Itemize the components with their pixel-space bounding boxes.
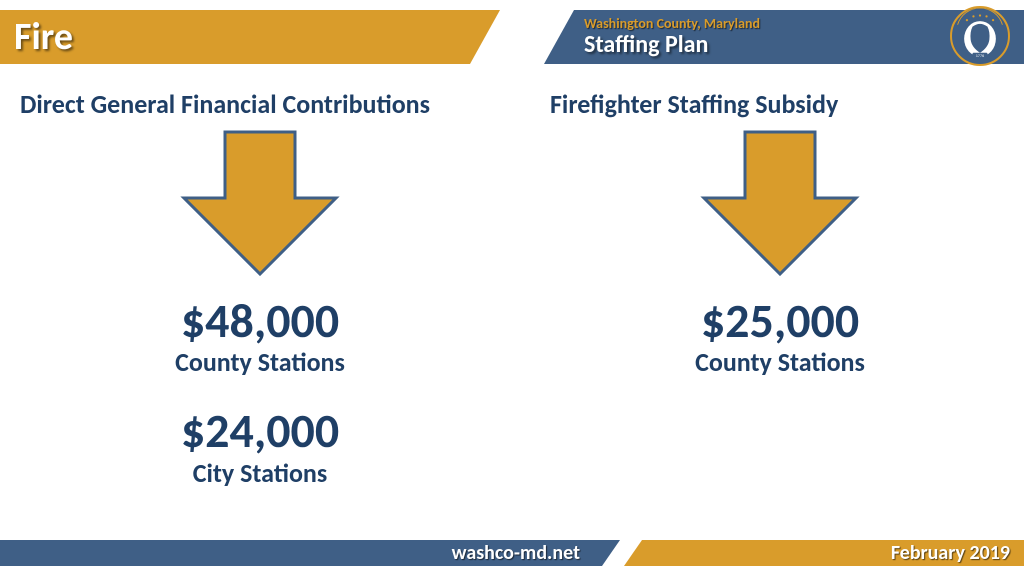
left-column-title: Direct General Financial Contributions xyxy=(20,88,500,120)
header-left-banner: Fire xyxy=(0,10,500,64)
right-label-1: County Stations xyxy=(540,346,1020,378)
county-seal-icon: 1776 xyxy=(950,6,1010,66)
right-column: Firefighter Staffing Subsidy $25,000 Cou… xyxy=(540,88,1020,406)
footer-right-banner: February 2019 xyxy=(624,540,1024,566)
footer-left-banner: washco-md.net xyxy=(0,540,620,566)
left-label-1: County Stations xyxy=(20,346,500,378)
down-arrow-icon xyxy=(20,128,500,278)
slide: Fire Washington County, Maryland Staffin… xyxy=(0,0,1024,576)
footer-url: washco-md.net xyxy=(452,541,580,565)
right-amount-1: $25,000 xyxy=(540,296,1020,346)
right-column-title: Firefighter Staffing Subsidy xyxy=(540,88,1020,120)
down-arrow-icon xyxy=(540,128,1020,278)
left-label-2: City Stations xyxy=(20,457,500,489)
header-left-title: Fire xyxy=(14,14,73,60)
svg-text:1776: 1776 xyxy=(976,54,984,58)
left-amount-2: $24,000 xyxy=(20,406,500,456)
footer-date: February 2019 xyxy=(891,541,1010,565)
left-column: Direct General Financial Contributions $… xyxy=(20,88,500,517)
left-amount-1: $48,000 xyxy=(20,296,500,346)
